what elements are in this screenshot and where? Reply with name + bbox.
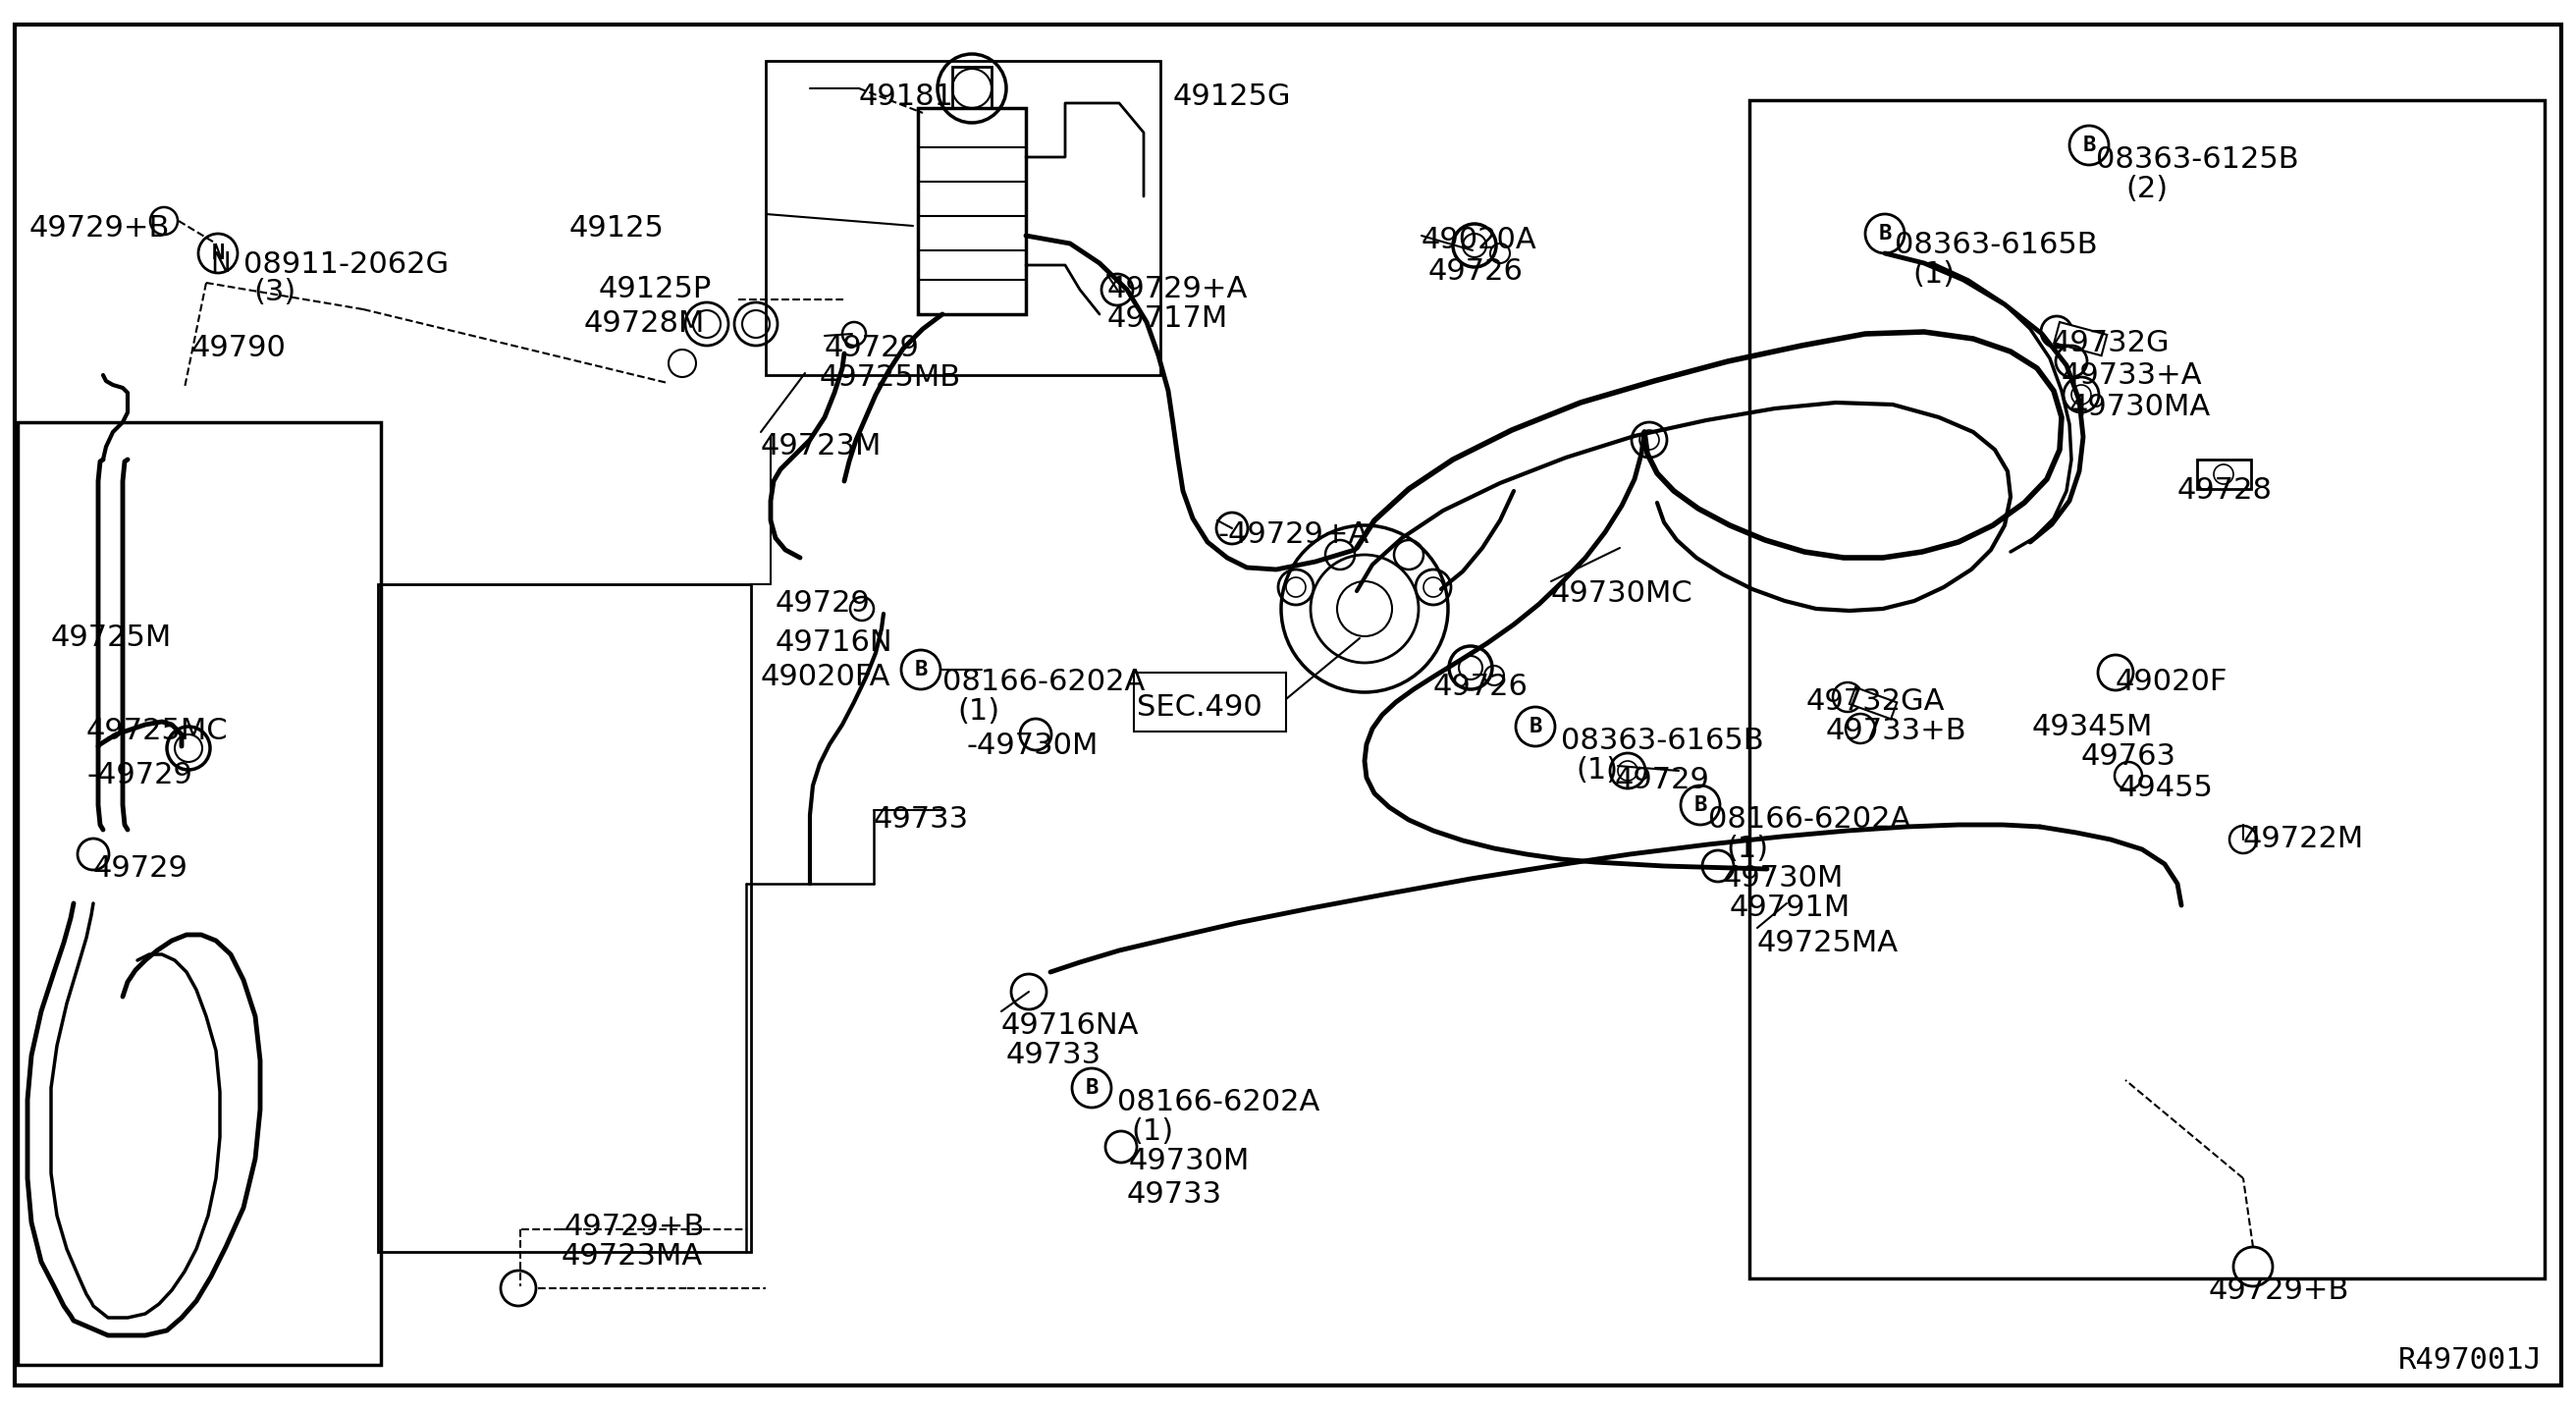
Text: (1): (1): [1911, 261, 1955, 289]
Text: 49716N: 49716N: [775, 629, 894, 657]
Text: B: B: [1528, 716, 1543, 736]
Text: (2): (2): [2125, 175, 2169, 203]
Text: 49020F: 49020F: [2115, 668, 2228, 697]
Text: 08166-6202A: 08166-6202A: [1118, 1089, 1319, 1117]
Text: 49791M: 49791M: [1728, 894, 1850, 922]
Text: 49125G: 49125G: [1172, 82, 1291, 111]
Text: 49730M: 49730M: [1723, 864, 1844, 893]
Text: 08363-6165B: 08363-6165B: [1561, 726, 1765, 756]
Bar: [953, 66, 992, 109]
Text: -49729: -49729: [88, 761, 193, 790]
Text: 49725MC: 49725MC: [88, 716, 229, 746]
Bar: [2053, 321, 2107, 355]
Text: 49732GA: 49732GA: [1806, 687, 1945, 716]
Text: (3): (3): [252, 278, 296, 306]
Text: (1): (1): [1131, 1117, 1172, 1146]
Bar: [2197, 460, 2251, 489]
Bar: [1850, 687, 1896, 719]
Text: 49455: 49455: [2117, 774, 2213, 802]
Text: 49717M: 49717M: [1108, 305, 1229, 333]
Text: 49729: 49729: [775, 589, 871, 618]
Text: (1): (1): [1577, 756, 1618, 784]
Text: 49729+B: 49729+B: [28, 214, 170, 243]
Text: 49725M: 49725M: [52, 623, 173, 651]
Text: 49733+A: 49733+A: [2061, 361, 2202, 389]
Text: 49730MC: 49730MC: [1551, 580, 1692, 608]
Text: 49733: 49733: [873, 805, 969, 833]
Text: 49790: 49790: [191, 334, 286, 362]
Text: N: N: [211, 251, 232, 278]
Text: 49729: 49729: [93, 854, 188, 883]
Text: R497001J: R497001J: [2398, 1347, 2543, 1375]
Text: -49730M: -49730M: [966, 732, 1100, 760]
Text: B: B: [1878, 224, 1891, 244]
Bar: [379, 584, 752, 1252]
Text: B: B: [1084, 1079, 1097, 1098]
Text: 49723M: 49723M: [760, 431, 881, 461]
Text: 49728: 49728: [2177, 477, 2272, 505]
Bar: [1749, 100, 2545, 1279]
Text: 49729: 49729: [824, 334, 920, 362]
Text: 49723MA: 49723MA: [562, 1242, 703, 1270]
Text: 08363-6125B: 08363-6125B: [2097, 145, 2298, 173]
Text: SEC.490: SEC.490: [1136, 694, 1262, 722]
Text: 49722M: 49722M: [2244, 825, 2365, 853]
Text: B: B: [914, 660, 927, 680]
Text: 49345M: 49345M: [2032, 713, 2154, 742]
Text: 49020FA: 49020FA: [760, 663, 891, 691]
Text: 49181: 49181: [858, 82, 953, 111]
Bar: [1133, 673, 1285, 732]
Text: 49728M: 49728M: [585, 309, 706, 338]
Text: 08166-6202A: 08166-6202A: [1708, 805, 1911, 833]
Text: (1): (1): [958, 697, 999, 726]
Text: 49725MA: 49725MA: [1757, 929, 1899, 957]
Text: 49729+A: 49729+A: [1108, 275, 1249, 303]
Text: 49732G: 49732G: [2050, 329, 2169, 357]
Bar: [765, 61, 1159, 375]
Text: B: B: [1695, 795, 1708, 815]
Text: 49726: 49726: [1427, 257, 1522, 286]
Text: B: B: [2081, 135, 2097, 155]
Bar: [917, 109, 1025, 314]
Text: 49733: 49733: [1007, 1041, 1103, 1069]
Text: 08911-2062G: 08911-2062G: [245, 251, 448, 279]
Bar: [18, 422, 381, 1365]
Text: (1): (1): [1726, 835, 1767, 863]
Text: 08166-6202A: 08166-6202A: [943, 668, 1146, 697]
Text: 49125: 49125: [569, 214, 665, 243]
Text: 49729: 49729: [1615, 766, 1710, 794]
Text: -49729+A: -49729+A: [1218, 520, 1368, 548]
Text: 49730M: 49730M: [1128, 1146, 1249, 1176]
Text: 08363-6165B: 08363-6165B: [1896, 231, 2097, 259]
Text: 49730MA: 49730MA: [2069, 393, 2210, 422]
Text: 49020A: 49020A: [1422, 226, 1538, 254]
Text: 49726: 49726: [1432, 673, 1528, 701]
Text: 49716NA: 49716NA: [1002, 1011, 1139, 1039]
Text: 49725MB: 49725MB: [819, 364, 961, 392]
Text: 49733+B: 49733+B: [1826, 716, 1968, 746]
Text: 49729+B: 49729+B: [564, 1213, 706, 1241]
Text: N: N: [211, 244, 224, 264]
Text: 49125P: 49125P: [598, 275, 711, 303]
Text: 49763: 49763: [2081, 742, 2177, 771]
Text: 49733: 49733: [1128, 1180, 1224, 1208]
Text: 49729+B: 49729+B: [2208, 1276, 2349, 1304]
